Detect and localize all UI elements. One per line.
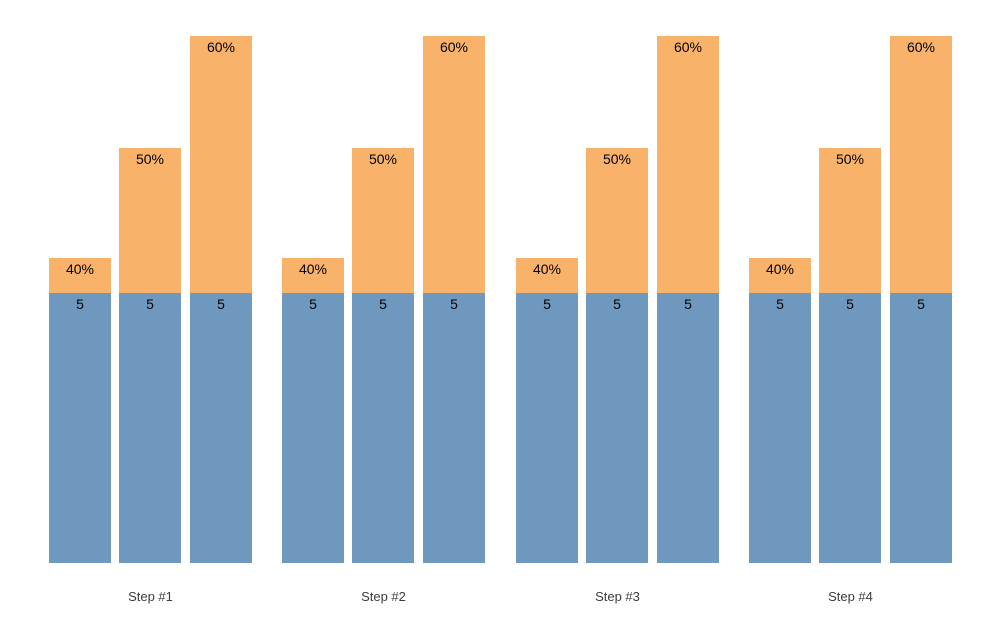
stacked-bar-50: 50% 5 — [119, 148, 181, 563]
category-label: Step #2 — [361, 589, 406, 604]
base-segment: 5 — [516, 293, 578, 563]
base-label: 5 — [917, 296, 925, 312]
stacked-bar-40: 40% 5 — [282, 258, 344, 563]
percent-segment: 50% — [819, 148, 881, 293]
stacked-bar-40: 40% 5 — [516, 258, 578, 563]
stacked-bar-60: 60% 5 — [423, 36, 485, 563]
category-label: Step #1 — [128, 589, 173, 604]
base-label: 5 — [379, 296, 387, 312]
base-segment: 5 — [423, 293, 485, 563]
percent-label: 50% — [602, 151, 632, 167]
base-label: 5 — [450, 296, 458, 312]
bar-group-step-3: 40% 5 50% 5 60% 5 Step #3 — [516, 0, 719, 618]
percent-label: 40% — [298, 261, 328, 277]
base-label: 5 — [217, 296, 225, 312]
stacked-bar-60: 60% 5 — [190, 36, 252, 563]
base-segment: 5 — [119, 293, 181, 563]
category-label: Step #3 — [595, 589, 640, 604]
percent-segment: 50% — [119, 148, 181, 293]
base-segment: 5 — [352, 293, 414, 563]
base-segment: 5 — [190, 293, 252, 563]
percent-segment: 50% — [586, 148, 648, 293]
percent-label: 60% — [906, 39, 936, 55]
percent-segment: 50% — [352, 148, 414, 293]
percent-segment: 60% — [890, 36, 952, 293]
base-label: 5 — [309, 296, 317, 312]
percent-segment: 40% — [282, 258, 344, 293]
base-segment: 5 — [49, 293, 111, 563]
percent-segment: 60% — [190, 36, 252, 293]
stacked-bar-60: 60% 5 — [890, 36, 952, 563]
base-segment: 5 — [586, 293, 648, 563]
percent-label: 40% — [532, 261, 562, 277]
base-label: 5 — [684, 296, 692, 312]
base-label: 5 — [146, 296, 154, 312]
bar-group-step-2: 40% 5 50% 5 60% 5 Step #2 — [282, 0, 485, 618]
percent-segment: 40% — [516, 258, 578, 293]
percent-segment: 60% — [423, 36, 485, 293]
bar-group-step-4: 40% 5 50% 5 60% 5 Step #4 — [749, 0, 952, 618]
base-label: 5 — [776, 296, 784, 312]
percent-label: 40% — [65, 261, 95, 277]
percent-label: 50% — [835, 151, 865, 167]
base-label: 5 — [543, 296, 551, 312]
stacked-bar-40: 40% 5 — [749, 258, 811, 563]
stacked-bar-50: 50% 5 — [819, 148, 881, 563]
base-segment: 5 — [819, 293, 881, 563]
category-label: Step #4 — [828, 589, 873, 604]
bar-group-step-1: 40% 5 50% 5 60% 5 Step #1 — [49, 0, 252, 618]
percent-segment: 40% — [49, 258, 111, 293]
percent-label: 60% — [206, 39, 236, 55]
stacked-bar-50: 50% 5 — [586, 148, 648, 563]
stacked-bar-60: 60% 5 — [657, 36, 719, 563]
stacked-bar-40: 40% 5 — [49, 258, 111, 563]
percent-segment: 60% — [657, 36, 719, 293]
percent-segment: 40% — [749, 258, 811, 293]
base-label: 5 — [846, 296, 854, 312]
percent-label: 60% — [673, 39, 703, 55]
base-segment: 5 — [282, 293, 344, 563]
percent-label: 40% — [765, 261, 795, 277]
base-segment: 5 — [890, 293, 952, 563]
base-segment: 5 — [657, 293, 719, 563]
base-label: 5 — [613, 296, 621, 312]
stacked-bar-50: 50% 5 — [352, 148, 414, 563]
base-label: 5 — [76, 296, 84, 312]
percent-label: 50% — [368, 151, 398, 167]
base-segment: 5 — [749, 293, 811, 563]
percent-label: 60% — [439, 39, 469, 55]
percent-label: 50% — [135, 151, 165, 167]
